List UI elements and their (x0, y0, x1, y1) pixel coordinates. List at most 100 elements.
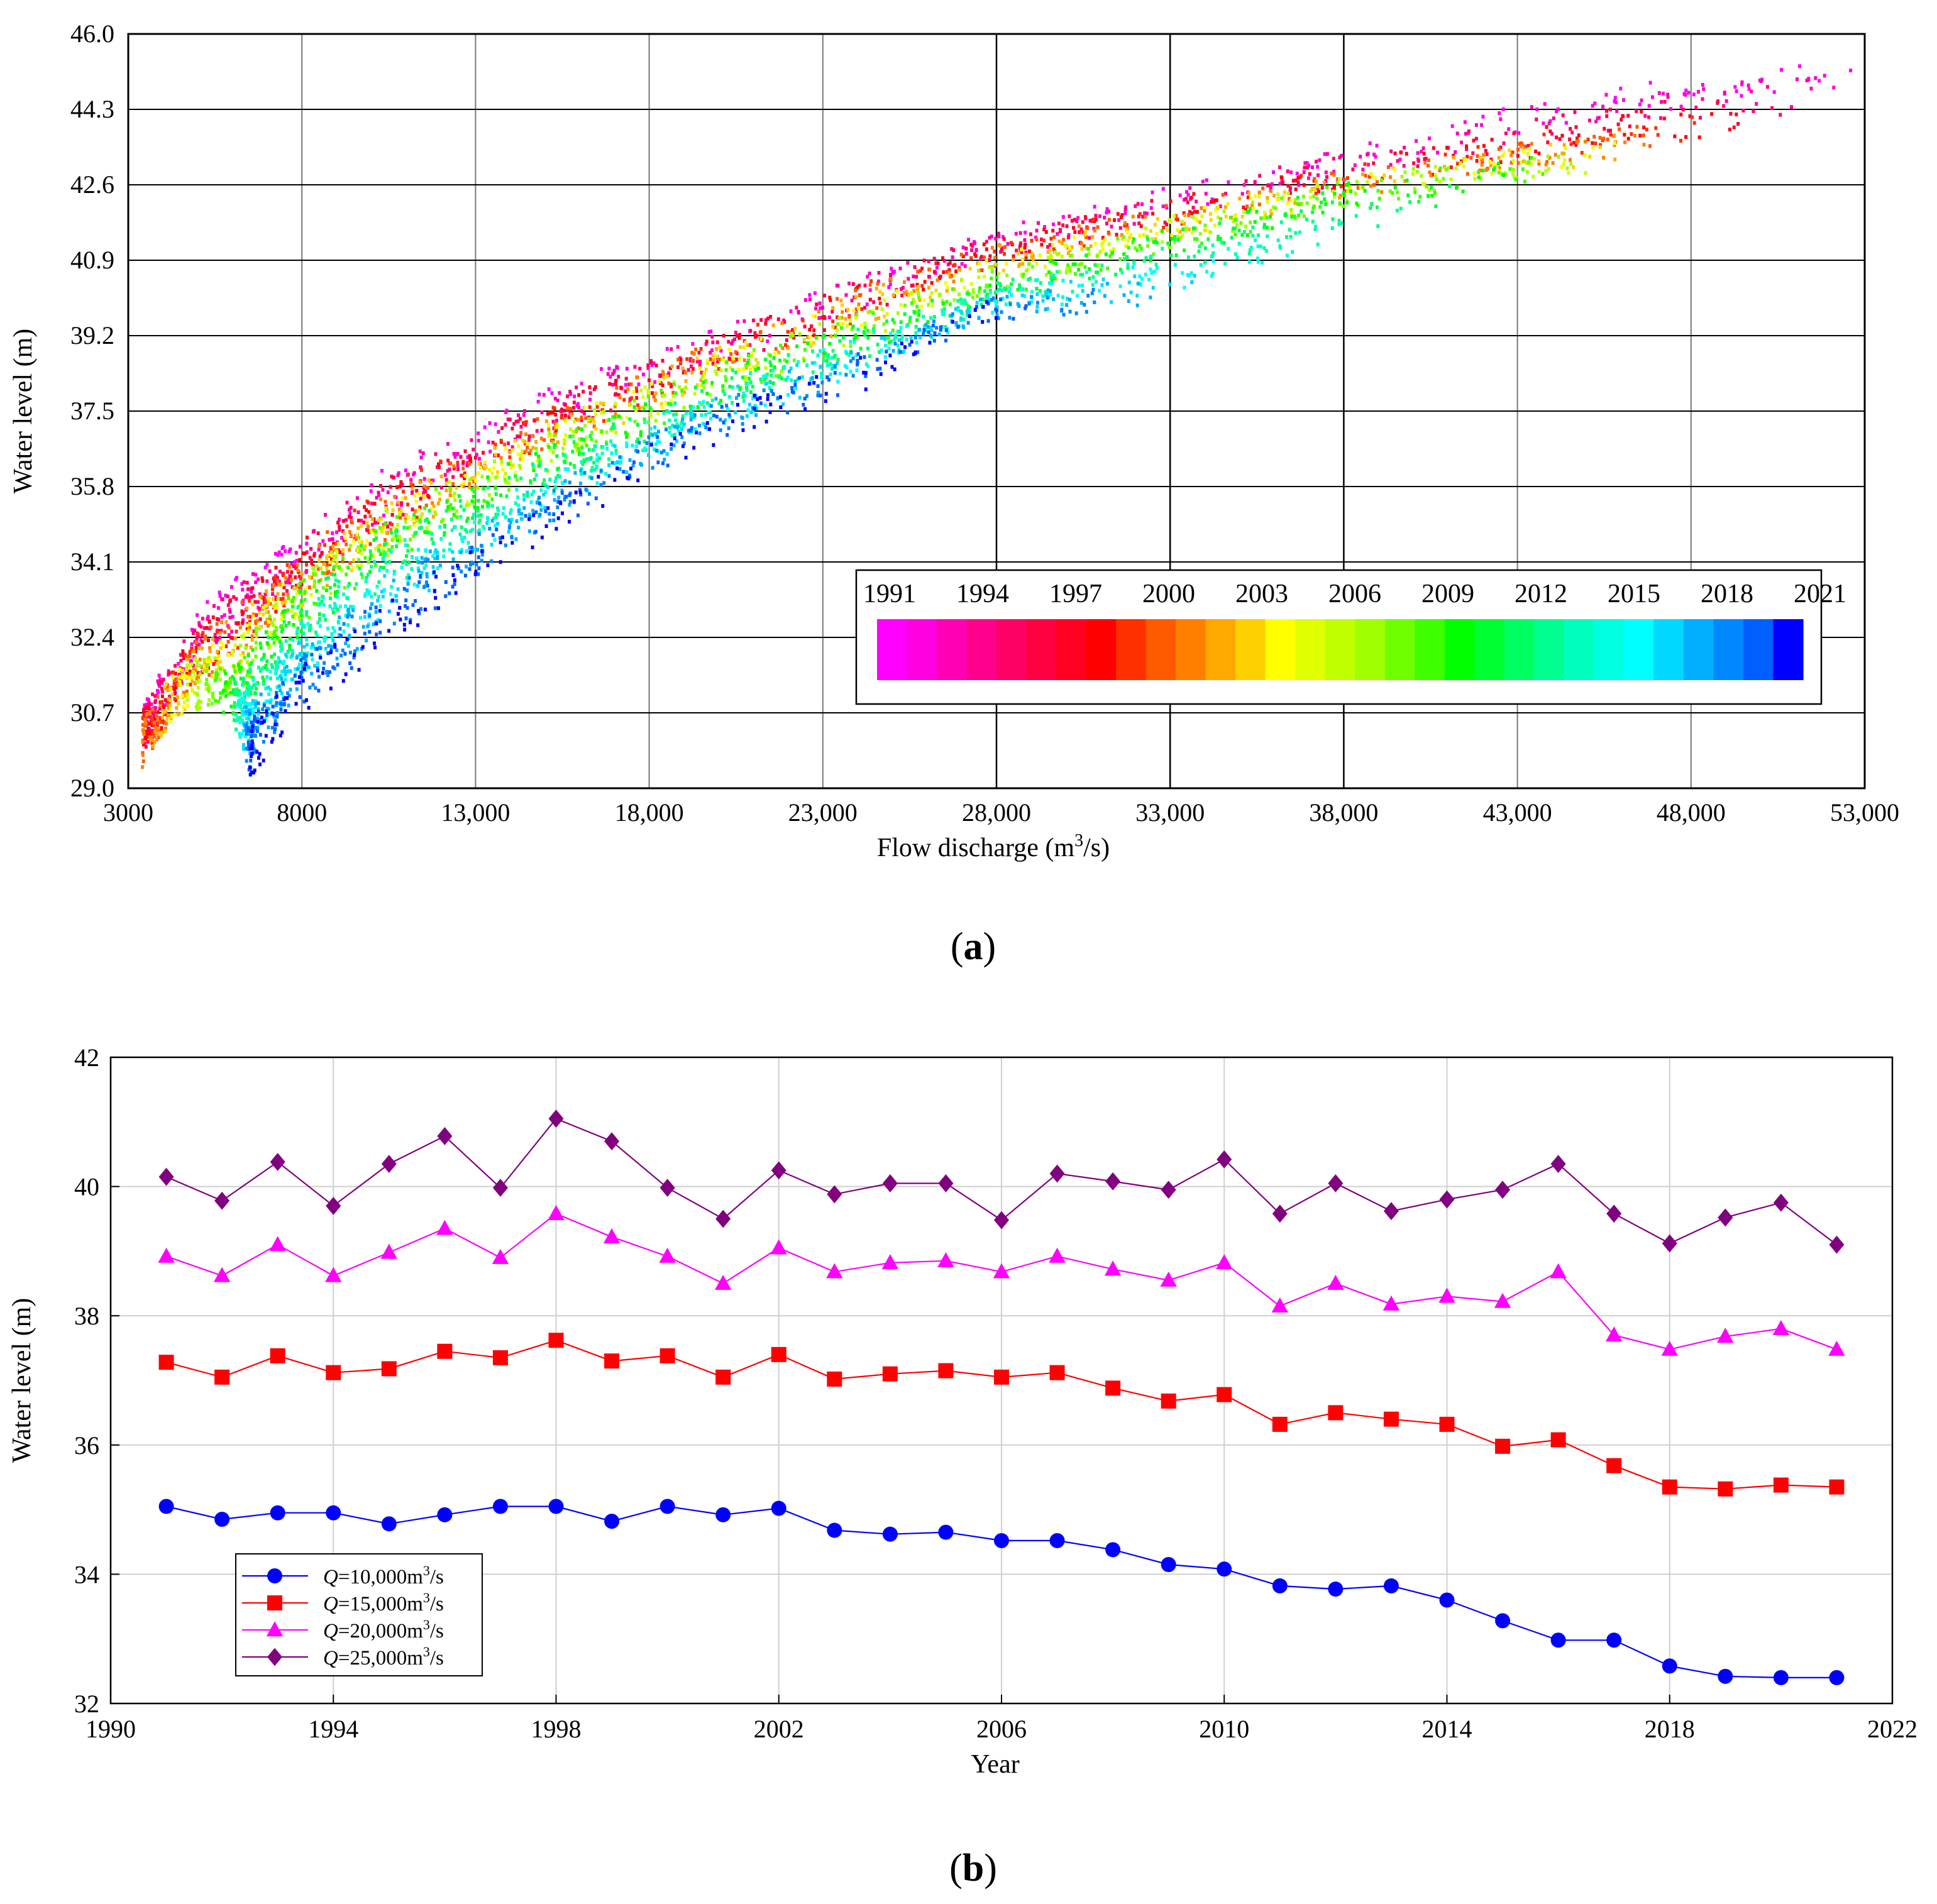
scatter-point (1479, 177, 1482, 181)
scatter-point (672, 443, 676, 448)
scatter-point (477, 438, 480, 443)
scatter-point (282, 614, 286, 619)
scatter-point (1418, 194, 1422, 199)
scatter-point (452, 451, 456, 456)
scatter-point (639, 430, 643, 434)
scatter-point (714, 363, 718, 368)
scatter-point (360, 519, 363, 523)
scatter-point (224, 620, 228, 624)
scatter-point (881, 292, 885, 297)
scatter-point (1193, 254, 1196, 258)
scatter-point (472, 480, 476, 484)
scatter-point (533, 477, 536, 482)
scatter-point (1374, 155, 1377, 159)
scatter-point (769, 368, 773, 373)
scatter-point (625, 415, 629, 420)
scatter-point (181, 668, 185, 673)
scatter-point (1463, 120, 1467, 124)
scatter-point (632, 405, 636, 409)
scatter-point (201, 617, 204, 621)
scatter-point (625, 444, 629, 448)
scatter-point (390, 522, 394, 527)
scatter-point (1095, 280, 1098, 284)
scatter-point (1086, 226, 1090, 230)
scatter-point (298, 652, 302, 656)
scatter-point (849, 339, 853, 344)
scatter-point (397, 512, 401, 516)
scatter-point (654, 442, 658, 446)
scatter-point (1544, 168, 1548, 173)
scatter-point (469, 459, 473, 464)
scatter-point (465, 549, 468, 553)
scatter-point (1481, 168, 1485, 173)
scatter-point (426, 531, 430, 535)
scatter-point (299, 670, 303, 674)
scatter-point (167, 671, 171, 675)
scatter-point (1256, 233, 1260, 238)
scatter-point (717, 401, 721, 405)
scatter-point (1211, 259, 1215, 263)
scatter-point (1429, 173, 1433, 177)
scatter-point (1302, 194, 1306, 199)
scatter-point (439, 474, 443, 478)
scatter-point (431, 564, 435, 569)
scatter-point (341, 648, 345, 652)
scatter-point (368, 556, 372, 561)
scatter-point (556, 505, 560, 510)
scatter-point (370, 602, 373, 607)
scatter-point (527, 437, 531, 442)
scatter-point (813, 361, 817, 365)
scatter-point (1423, 160, 1427, 165)
scatter-point (348, 530, 351, 534)
scatter-point (1526, 143, 1530, 148)
scatter-point (766, 316, 770, 321)
scatter-point (544, 468, 548, 472)
scatter-point (330, 644, 334, 649)
scatter-point (990, 277, 993, 281)
scatter-point (1269, 211, 1273, 216)
scatter-point (1430, 194, 1434, 198)
scatter-point (592, 420, 596, 424)
scatter-point (654, 419, 658, 423)
scatter-point (670, 433, 674, 437)
scatter-point (202, 667, 206, 671)
scatter-point (577, 418, 580, 422)
scatter-point (1499, 160, 1503, 165)
scatter-point (379, 497, 383, 502)
scatter-point (292, 564, 296, 568)
scatter-point (1339, 221, 1343, 225)
scatter-point (1205, 178, 1208, 182)
scatter-point (243, 705, 246, 710)
scatter-point (1428, 188, 1432, 192)
scatter-point (1296, 176, 1300, 180)
scatter-point (290, 602, 294, 607)
scatter-point (637, 406, 641, 410)
scatter-point (1710, 112, 1714, 116)
scatter-point (415, 556, 419, 561)
scatter-point (1332, 173, 1336, 177)
scatter-point (963, 300, 967, 305)
scatter-point (700, 383, 704, 388)
scatter-point (487, 440, 490, 444)
scatter-point (185, 668, 189, 672)
scatter-point (557, 495, 561, 500)
scatter-point (270, 725, 274, 730)
scatter-point (384, 537, 387, 542)
scatter-point (259, 692, 263, 696)
scatter-point (268, 602, 272, 606)
scatter-point (595, 453, 599, 457)
scatter-point (1046, 250, 1050, 254)
scatter-point (534, 452, 538, 456)
scatter-point (494, 443, 497, 447)
scatter-point (889, 339, 893, 344)
scatter-point (475, 453, 478, 457)
scatter-point (1056, 252, 1059, 256)
scatter-point (1576, 136, 1579, 141)
scatter-point (536, 417, 539, 421)
scatter-point (1266, 226, 1269, 230)
scatter-point (1154, 237, 1157, 241)
scatter-point (573, 443, 577, 448)
scatter-point (997, 231, 1001, 236)
scatter-point (337, 580, 341, 584)
scatter-point (1312, 204, 1316, 209)
